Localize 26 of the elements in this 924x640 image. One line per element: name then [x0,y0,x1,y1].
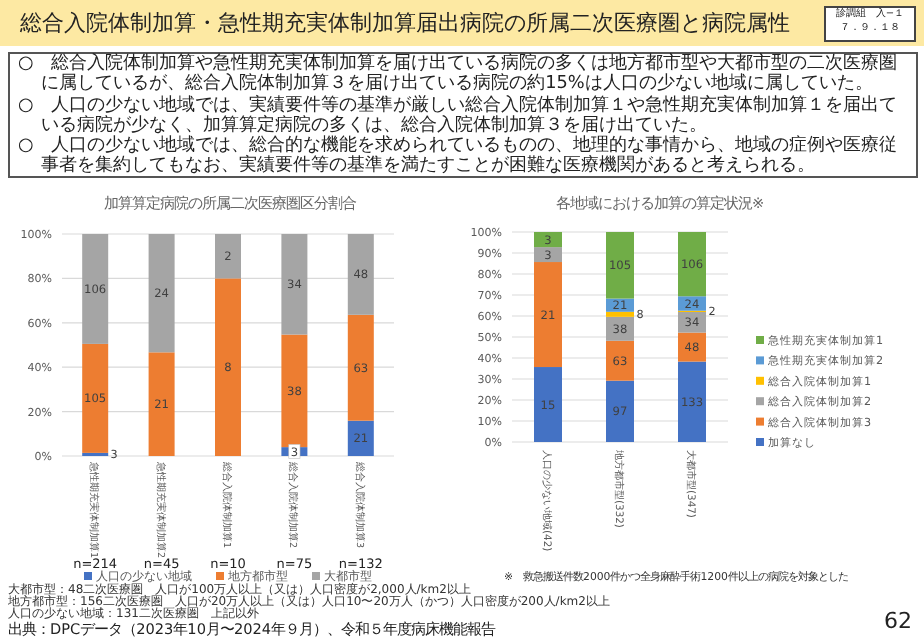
text: ○ 人口の少ない地域では、総合的な機能を求められているものの、地理的な事情から、地域の症例や医療従事者を集約してもなお、実績要件等の基準を満たすことが困難な医療機関があると考えられる。 [18,136,900,178]
bar [534,247,562,263]
bar [347,420,374,456]
bar [606,232,634,299]
bar [678,361,706,442]
bar [534,232,562,248]
bar [606,380,634,442]
bar [534,367,562,442]
bar [347,314,374,421]
bar [215,234,241,279]
text: 62 [884,608,912,634]
bar [281,234,308,335]
bar [148,234,175,353]
bar [534,262,562,368]
bar [82,343,109,453]
text: 総合入院体制加算・急性期充実体制加算届出病院の所属二次医療圏と病院属性 [20,10,790,38]
bar [281,334,308,448]
text: ○ 総合入院体制加算や急性期充実体制加算を届け出ている病院の多くは地方都市型や大都市型の二次医療圏に属しているが、総合入院体制加算３を届け出ている病院の約15%は人口の少ない地域に属していた。 [18,54,900,95]
bar [606,340,634,381]
text: ○ 人口の少ない地域では、実績要件等の基準が厳しい総合入院体制加算１や急性期充実体制加算１を届出ている病院が少なく、加算算定病院の多くは、総合入院体制加算３を届け出ていた。 [18,95,900,136]
bar [606,311,634,317]
bar [347,234,374,315]
bar [148,352,175,456]
bar [82,234,109,344]
bar [215,278,241,456]
bar [678,232,706,297]
